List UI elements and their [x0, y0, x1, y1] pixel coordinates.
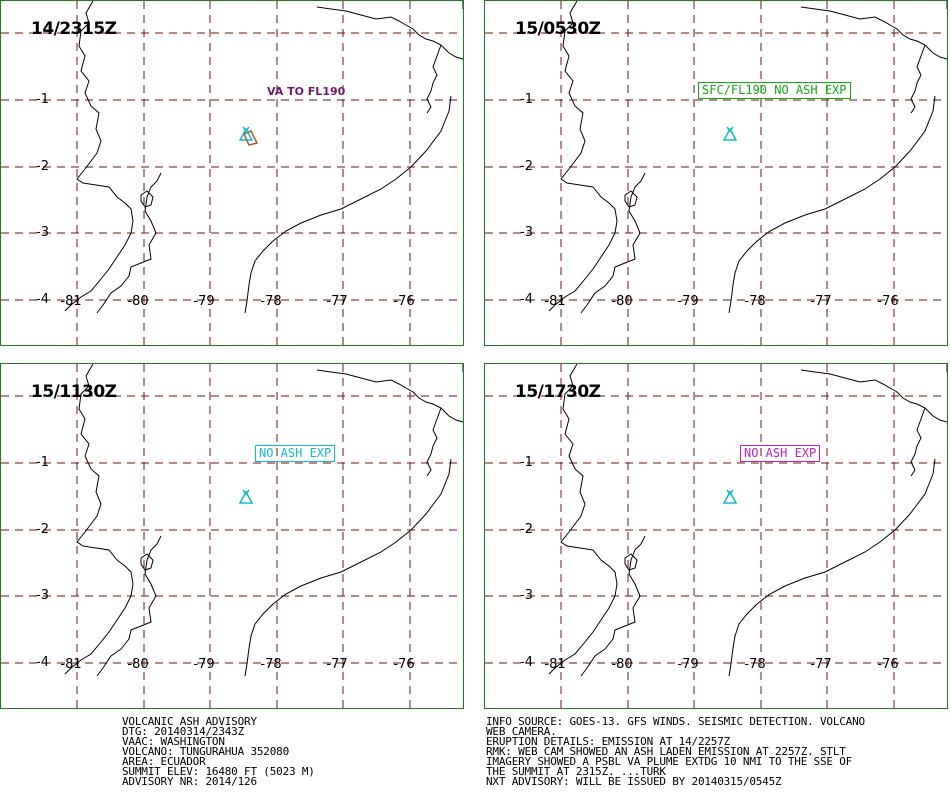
longitude-label: -77	[326, 657, 348, 672]
latitude-label: -2	[36, 159, 49, 174]
latitude-label: -3	[36, 225, 49, 240]
longitude-label: -76	[877, 294, 899, 309]
longitude-label: -76	[877, 657, 899, 672]
longitude-label: -78	[260, 294, 282, 309]
map-canvas	[1, 1, 463, 345]
latitude-label: -4	[520, 655, 533, 670]
longitude-label: -76	[393, 294, 415, 309]
coastline	[426, 407, 442, 477]
latitude-label: -1	[36, 92, 49, 107]
latitude-label: -3	[520, 225, 533, 240]
map-canvas	[1, 364, 463, 708]
longitude-label: -80	[127, 657, 149, 672]
ash-forecast-label: VA TO FL190	[267, 85, 346, 98]
coastline	[140, 190, 154, 208]
coastline	[548, 364, 618, 675]
coastline	[64, 1, 134, 312]
longitude-label: -79	[193, 294, 215, 309]
map-panel: 15/1130Z -1 -2 -3 -4 -81 -80 -79 -78 -77 -76 NO ASH…	[0, 363, 464, 709]
latitude-label: -2	[520, 159, 533, 174]
valid-time-label: 15/1130Z	[31, 382, 117, 402]
map-panel: 15/1730Z -1 -2 -3 -4 -81 -80 -79 -78 -77 -76 NO ASH…	[484, 363, 948, 709]
coastline	[96, 172, 162, 314]
longitude-label: -80	[127, 294, 149, 309]
latitude-label: -1	[520, 92, 533, 107]
latitude-label: -4	[36, 655, 49, 670]
coastline	[624, 190, 638, 208]
longitude-label: -81	[544, 657, 566, 672]
advisory-right-text: INFO SOURCE: GOES-13. GFS WINDS. SEISMIC…	[486, 715, 865, 788]
latitude-label: -1	[36, 455, 49, 470]
longitude-label: -78	[744, 657, 766, 672]
coastline	[910, 407, 926, 477]
valid-time-label: 15/0530Z	[515, 19, 601, 39]
coastline	[244, 95, 452, 314]
volcano-triangle-icon	[722, 489, 738, 504]
volcano-triangle-icon	[722, 126, 738, 141]
longitude-label: -79	[677, 657, 699, 672]
longitude-label: -77	[326, 294, 348, 309]
volcano-triangle-icon	[238, 126, 254, 141]
advisory-left-text: VOLCANIC ASH ADVISORY DTG: 20140314/2343…	[122, 715, 315, 788]
map-panel: 15/0530Z -1 -2 -3 -4 -81 -80 -79 -78 -77 -76 SFC/FL…	[484, 0, 948, 346]
latitude-label: -2	[520, 522, 533, 537]
volcano-triangle-icon	[238, 489, 254, 504]
map-canvas	[485, 364, 947, 708]
ash-cloud-area	[243, 130, 259, 146]
valid-time-label: 15/1730Z	[515, 382, 601, 402]
longitude-label: -77	[810, 294, 832, 309]
coastline	[426, 44, 442, 114]
map-canvas	[485, 1, 947, 345]
coastline	[800, 369, 947, 423]
ash-forecast-label: SFC/FL190 NO ASH EXP	[698, 82, 851, 99]
ash-forecast-label: NO ASH EXP	[740, 445, 821, 462]
coastline	[624, 553, 638, 571]
latitude-label: -2	[36, 522, 49, 537]
longitude-label: -80	[611, 294, 633, 309]
latitude-label: -4	[520, 292, 533, 307]
coastline	[800, 6, 947, 60]
map-panel: 14/2315Z -1 -2 -3 -4 -81 -80 -79 -78 -77 -76 VA TO …	[0, 0, 464, 346]
coastline	[580, 535, 646, 677]
coastline	[548, 1, 618, 312]
coastline	[64, 364, 134, 675]
longitude-label: -79	[193, 657, 215, 672]
longitude-label: -77	[810, 657, 832, 672]
coastline	[316, 6, 463, 60]
longitude-label: -81	[60, 294, 82, 309]
longitude-label: -78	[744, 294, 766, 309]
coastline	[140, 553, 154, 571]
valid-time-label: 14/2315Z	[31, 19, 117, 39]
longitude-label: -80	[611, 657, 633, 672]
latitude-label: -1	[520, 455, 533, 470]
ash-forecast-label: NO ASH EXP	[255, 445, 336, 462]
longitude-label: -78	[260, 657, 282, 672]
latitude-label: -3	[36, 588, 49, 603]
coastline	[728, 458, 936, 677]
longitude-label: -81	[544, 294, 566, 309]
latitude-label: -3	[520, 588, 533, 603]
coastline	[580, 172, 646, 314]
coastline	[244, 458, 452, 677]
latitude-label: -4	[36, 292, 49, 307]
longitude-label: -81	[60, 657, 82, 672]
coastline	[316, 369, 463, 423]
longitude-label: -76	[393, 657, 415, 672]
coastline	[728, 95, 936, 314]
coastline	[910, 44, 926, 114]
coastline	[96, 535, 162, 677]
longitude-label: -79	[677, 294, 699, 309]
